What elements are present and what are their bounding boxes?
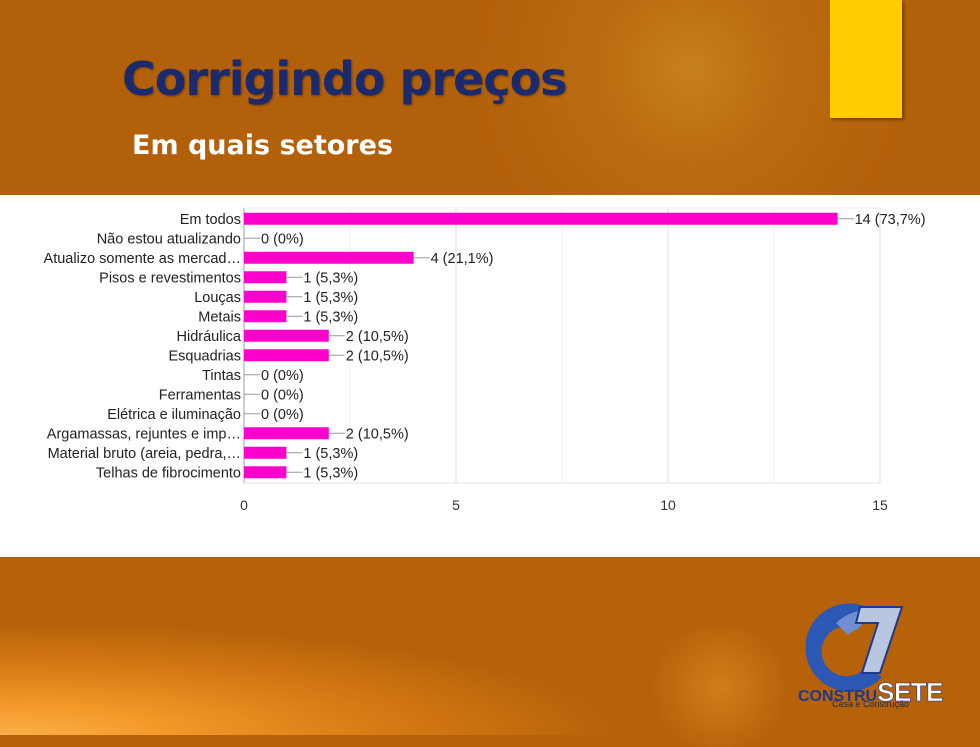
bar [244,349,329,362]
data-label: 1 (5,3%) [303,446,358,462]
bar [244,310,287,323]
category-label: Tintas [202,368,241,384]
x-tick-label: 5 [452,497,460,513]
footer-glow [640,627,800,747]
data-label: 4 (21,1%) [431,251,494,267]
category-label: Metais [198,309,241,325]
slide-subtitle: Em quais setores [132,130,394,161]
category-label: Telhas de fibrocimento [96,465,241,481]
yellow-accent-tab [830,0,902,118]
slide-title: Corrigindo preços [122,52,568,106]
data-label: 1 (5,3%) [303,290,358,306]
logo-tagline: Casa e Construção [832,699,910,709]
bar-chart: 0 5 10 15 Em todos 14 (73,7%) Não estou atuali… [44,207,926,513]
data-label: 0 (0%) [261,231,304,247]
data-label: 1 (5,3%) [303,270,358,286]
category-label: Material bruto (areia, pedra,… [48,446,241,462]
bar [244,290,287,303]
category-label: Não estou atualizando [97,231,241,247]
category-label: Em todos [180,212,241,228]
data-label: 1 (5,3%) [303,309,358,325]
bar [244,212,838,225]
header-band [0,0,980,195]
category-label: Elétrica e iluminação [107,407,241,423]
category-label: Atualizo somente as mercad… [44,251,241,267]
bar [244,329,329,342]
category-label: Esquadrias [168,348,241,364]
category-label: Argamassas, rejuntes e imp… [47,426,241,442]
data-label: 2 (10,5%) [346,426,409,442]
x-tick-label: 15 [872,497,888,513]
data-label: 2 (10,5%) [346,348,409,364]
logo-brand-right: SETE [877,677,944,708]
category-label: Ferramentas [159,387,241,403]
chart-panel: 0 5 10 15 Em todos 14 (73,7%) Não estou atuali… [0,195,980,557]
x-tick-label: 10 [660,497,676,513]
data-label: 0 (0%) [261,387,304,403]
logo-brand-left: CONSTRU [798,688,878,705]
bar [244,271,287,284]
x-tick-label: 0 [240,497,248,513]
logo-wordmark: CONSTRUSETE [798,677,944,708]
data-label: 1 (5,3%) [303,465,358,481]
bar [244,251,414,264]
category-label: Louças [194,290,241,306]
bar [244,446,287,459]
bar [244,466,287,479]
data-label: 14 (73,7%) [855,212,926,228]
category-label: Hidráulica [177,329,242,345]
category-label: Pisos e revestimentos [99,270,241,286]
bar [244,427,329,440]
construsete-logo-icon [805,603,904,692]
data-label: 2 (10,5%) [346,329,409,345]
data-label: 0 (0%) [261,407,304,423]
data-label: 0 (0%) [261,368,304,384]
